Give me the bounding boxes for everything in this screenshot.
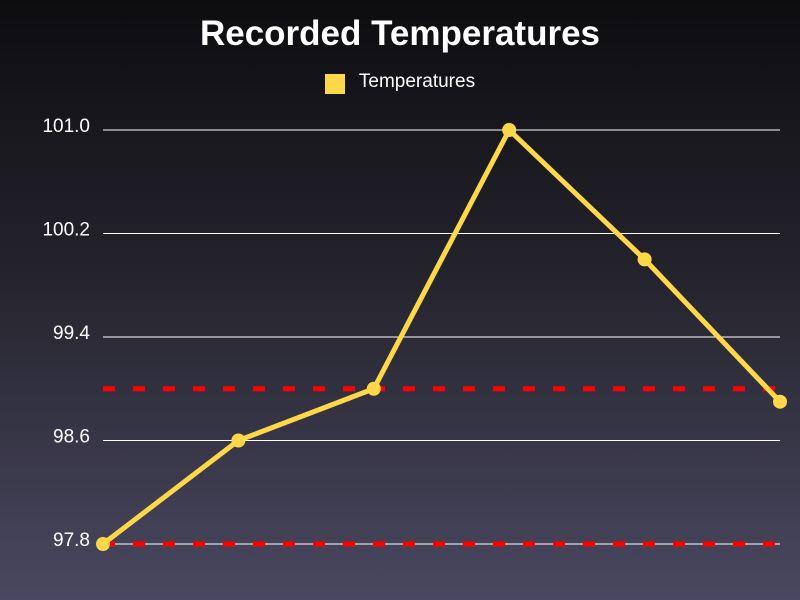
- data-point: [231, 433, 246, 448]
- y-tick-label: 97.8: [53, 530, 90, 551]
- y-tick-label: 99.4: [53, 323, 90, 344]
- chart-title: Recorded Temperatures: [199, 14, 601, 53]
- data-point: [96, 537, 110, 551]
- y-tick-label: 101.0: [42, 116, 90, 137]
- data-point: [366, 381, 381, 396]
- series-line: [101, 127, 782, 546]
- y-tick-label: 100.2: [42, 220, 90, 241]
- data-point: [502, 123, 517, 137]
- data-point: [773, 394, 787, 409]
- y-tick-label: 98.6: [53, 427, 90, 448]
- legend-label: Temperatures: [358, 71, 476, 92]
- legend-swatch: [324, 74, 345, 94]
- data-point: [637, 252, 652, 267]
- legend: Temperatures: [0, 70, 800, 94]
